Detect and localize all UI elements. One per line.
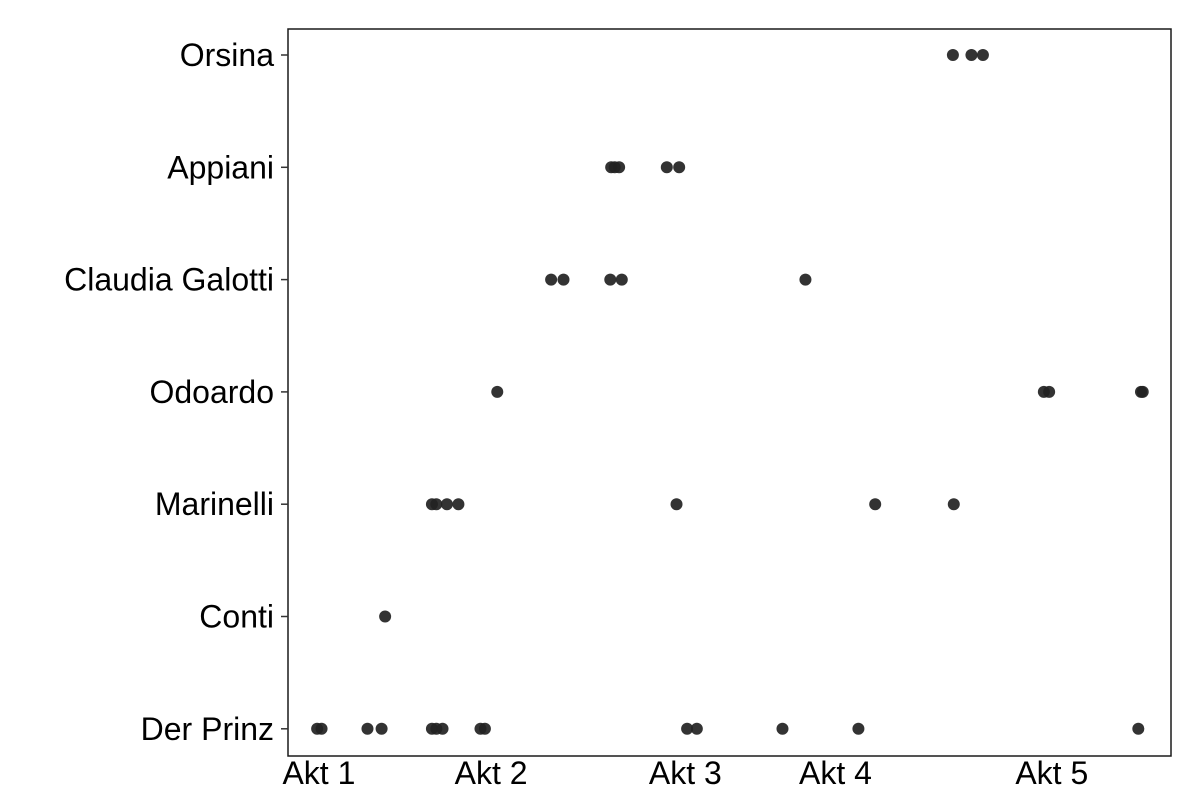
point-orsina xyxy=(976,49,989,61)
point-der-prinz xyxy=(852,722,865,735)
point-der-prinz xyxy=(690,722,703,735)
point-der-prinz xyxy=(315,722,328,735)
point-der-prinz xyxy=(436,722,449,735)
point-marinelli xyxy=(430,498,443,511)
y-tick-label-appiani: Appiani xyxy=(167,149,274,185)
point-der-prinz xyxy=(1132,722,1145,735)
point-der-prinz xyxy=(681,722,694,735)
point-orsina xyxy=(965,49,978,61)
y-tick-label-der-prinz: Der Prinz xyxy=(141,711,274,747)
y-axis: Der Prinz Conti Marinelli Odoardo Claudia Ga… xyxy=(64,37,288,747)
x-tick-label-akt-5: Akt 5 xyxy=(1015,755,1088,791)
y-tick-label-claudia-galotti: Claudia Galotti xyxy=(64,262,274,298)
y-tick-label-odoardo: Odoardo xyxy=(149,374,274,410)
point-marinelli xyxy=(947,498,960,511)
point-odoardo xyxy=(1136,385,1149,398)
point-appiani xyxy=(660,161,673,174)
y-tick-label-orsina: Orsina xyxy=(180,37,274,73)
y-tick-label-conti: Conti xyxy=(199,599,274,635)
point-marinelli xyxy=(452,498,465,511)
point-claudia-galotti xyxy=(615,273,628,286)
point-der-prinz xyxy=(375,722,388,735)
x-tick-label-akt-2: Akt 2 xyxy=(455,755,528,791)
point-orsina xyxy=(946,49,959,61)
data-points xyxy=(311,49,1149,735)
x-tick-label-akt-3: Akt 3 xyxy=(649,755,722,791)
point-conti xyxy=(379,610,392,623)
x-axis: Akt 1 Akt 2 Akt 3 Akt 4 Akt 5 xyxy=(282,755,1088,791)
point-marinelli xyxy=(869,498,882,511)
x-tick-label-akt-1: Akt 1 xyxy=(282,755,355,791)
point-appiani xyxy=(613,161,626,174)
point-claudia-galotti xyxy=(604,273,617,286)
x-tick-label-akt-4: Akt 4 xyxy=(799,755,872,791)
point-der-prinz xyxy=(776,722,789,735)
point-der-prinz xyxy=(478,722,491,735)
point-marinelli xyxy=(670,498,683,511)
point-odoardo xyxy=(1043,385,1056,398)
point-odoardo xyxy=(491,385,504,398)
point-claudia-galotti xyxy=(557,273,570,286)
point-der-prinz xyxy=(361,722,374,735)
point-appiani xyxy=(673,161,686,174)
point-claudia-galotti xyxy=(545,273,558,286)
point-claudia-galotti xyxy=(799,273,812,286)
y-tick-label-marinelli: Marinelli xyxy=(155,486,274,522)
point-marinelli xyxy=(440,498,453,511)
